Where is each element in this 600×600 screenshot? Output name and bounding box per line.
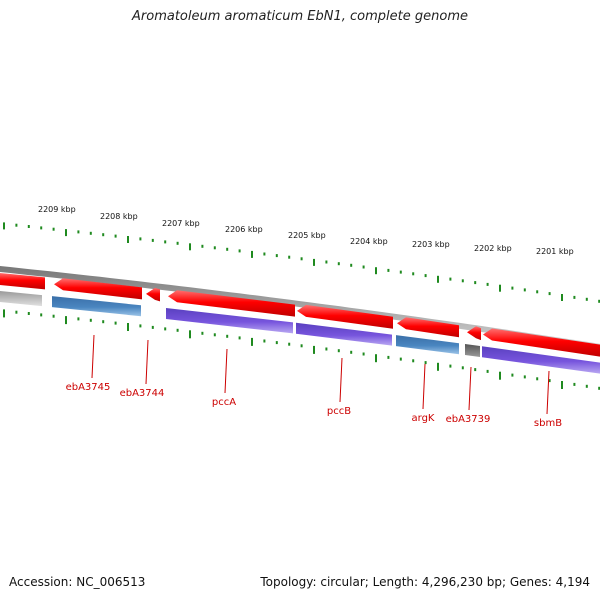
reverse-gene xyxy=(396,335,459,355)
gene-label: pccB xyxy=(327,406,351,417)
scale-labels: 2209 kbp 2208 kbp 2207 kbp 2206 kbp 2205 kbp… xyxy=(38,205,574,256)
scale-label: 2209 kbp xyxy=(38,205,76,214)
reverse-gene xyxy=(166,307,293,334)
forward-gene xyxy=(397,317,459,338)
gene-label: pccA xyxy=(212,397,236,408)
backbone-band xyxy=(0,266,600,350)
scale-label: 2208 kbp xyxy=(100,212,138,221)
reverse-strand-genes xyxy=(0,291,600,374)
scale-label: 2204 kbp xyxy=(350,237,388,246)
forward-gene xyxy=(54,278,142,300)
gene-leader-line xyxy=(145,339,149,385)
gene-leader-line xyxy=(339,357,343,403)
scale-label: 2201 kbp xyxy=(536,247,574,256)
forward-strand-genes xyxy=(0,273,600,357)
genome-backbone xyxy=(0,266,600,350)
gene-labels: ebA3745 ebA3744 pccA pccB argK ebA3739 sbmB xyxy=(66,334,562,429)
accession: Accession: NC_006513 xyxy=(9,575,146,589)
gene-leader-line xyxy=(224,348,228,394)
gene-leader-line xyxy=(546,370,550,415)
reverse-gene xyxy=(465,344,480,358)
reverse-gene xyxy=(296,322,392,346)
reverse-gene xyxy=(0,291,42,307)
gene-label: ebA3739 xyxy=(446,414,491,425)
scale-label: 2205 kbp xyxy=(288,231,326,240)
forward-gene xyxy=(467,326,481,341)
forward-gene xyxy=(297,304,393,329)
forward-gene xyxy=(0,273,45,290)
forward-gene xyxy=(146,287,160,302)
scale-label: 2207 kbp xyxy=(162,219,200,228)
scale-label: 2202 kbp xyxy=(474,244,512,253)
inner-tick-ring xyxy=(3,309,600,390)
scale-label: 2206 kbp xyxy=(225,225,263,234)
forward-gene xyxy=(168,290,295,317)
outer-tick-ring xyxy=(3,222,600,303)
gene-label: ebA3744 xyxy=(120,388,165,399)
gene-leader-line xyxy=(91,334,95,379)
gene-leader-line xyxy=(468,366,472,411)
scale-label: 2203 kbp xyxy=(412,240,450,249)
gene-label: ebA3745 xyxy=(66,382,111,393)
gene-leader-line xyxy=(422,363,426,410)
genome-summary: Topology: circular; Length: 4,296,230 bp… xyxy=(260,575,590,589)
gene-label: sbmB xyxy=(534,418,562,429)
forward-gene xyxy=(483,328,600,357)
reverse-gene xyxy=(482,346,600,374)
gene-label: argK xyxy=(412,413,435,424)
reverse-gene xyxy=(52,296,141,317)
map-title: Aromatoleum aromaticum EbN1, complete ge… xyxy=(132,9,468,24)
